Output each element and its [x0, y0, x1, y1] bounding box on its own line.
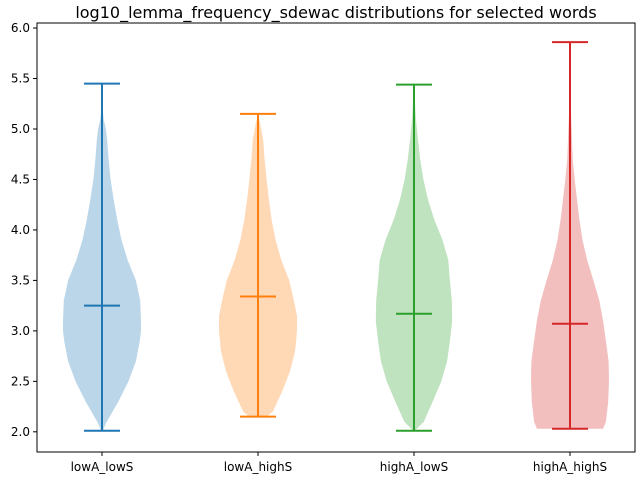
y-tick-label: 5.5 — [11, 72, 30, 86]
y-tick-label: 5.0 — [11, 122, 30, 136]
violins-layer — [63, 41, 609, 432]
y-tick-label: 2.5 — [11, 374, 30, 388]
y-tick-label: 6.0 — [11, 21, 30, 35]
y-tick-label: 4.5 — [11, 172, 30, 186]
violin-lowA_lowS — [63, 82, 141, 432]
x-tick-label-highA_highS: highA_highS — [533, 460, 607, 474]
y-tick-label: 3.0 — [11, 324, 30, 338]
y-tick-label: 2.0 — [11, 425, 30, 439]
y-tick-label: 3.5 — [11, 273, 30, 287]
y-tick-label: 4.0 — [11, 223, 30, 237]
violin-lowA_highS — [219, 112, 297, 418]
violin-highA_highS — [531, 41, 609, 430]
x-tick-label-lowA_highS: lowA_highS — [224, 460, 292, 474]
chart-title: log10_lemma_frequency_sdewac distributio… — [75, 3, 596, 23]
y-axis: 2.0 2.5 3.0 3.5 4.0 4.5 5.0 5.5 6.0 — [11, 21, 37, 439]
violin-highA_lowS — [375, 83, 453, 432]
x-axis: lowA_lowS lowA_highS highA_lowS highA_highS — [71, 452, 607, 474]
x-tick-label-highA_lowS: highA_lowS — [380, 460, 448, 474]
plot-frame — [36, 22, 636, 453]
x-tick-label-lowA_lowS: lowA_lowS — [71, 460, 134, 474]
